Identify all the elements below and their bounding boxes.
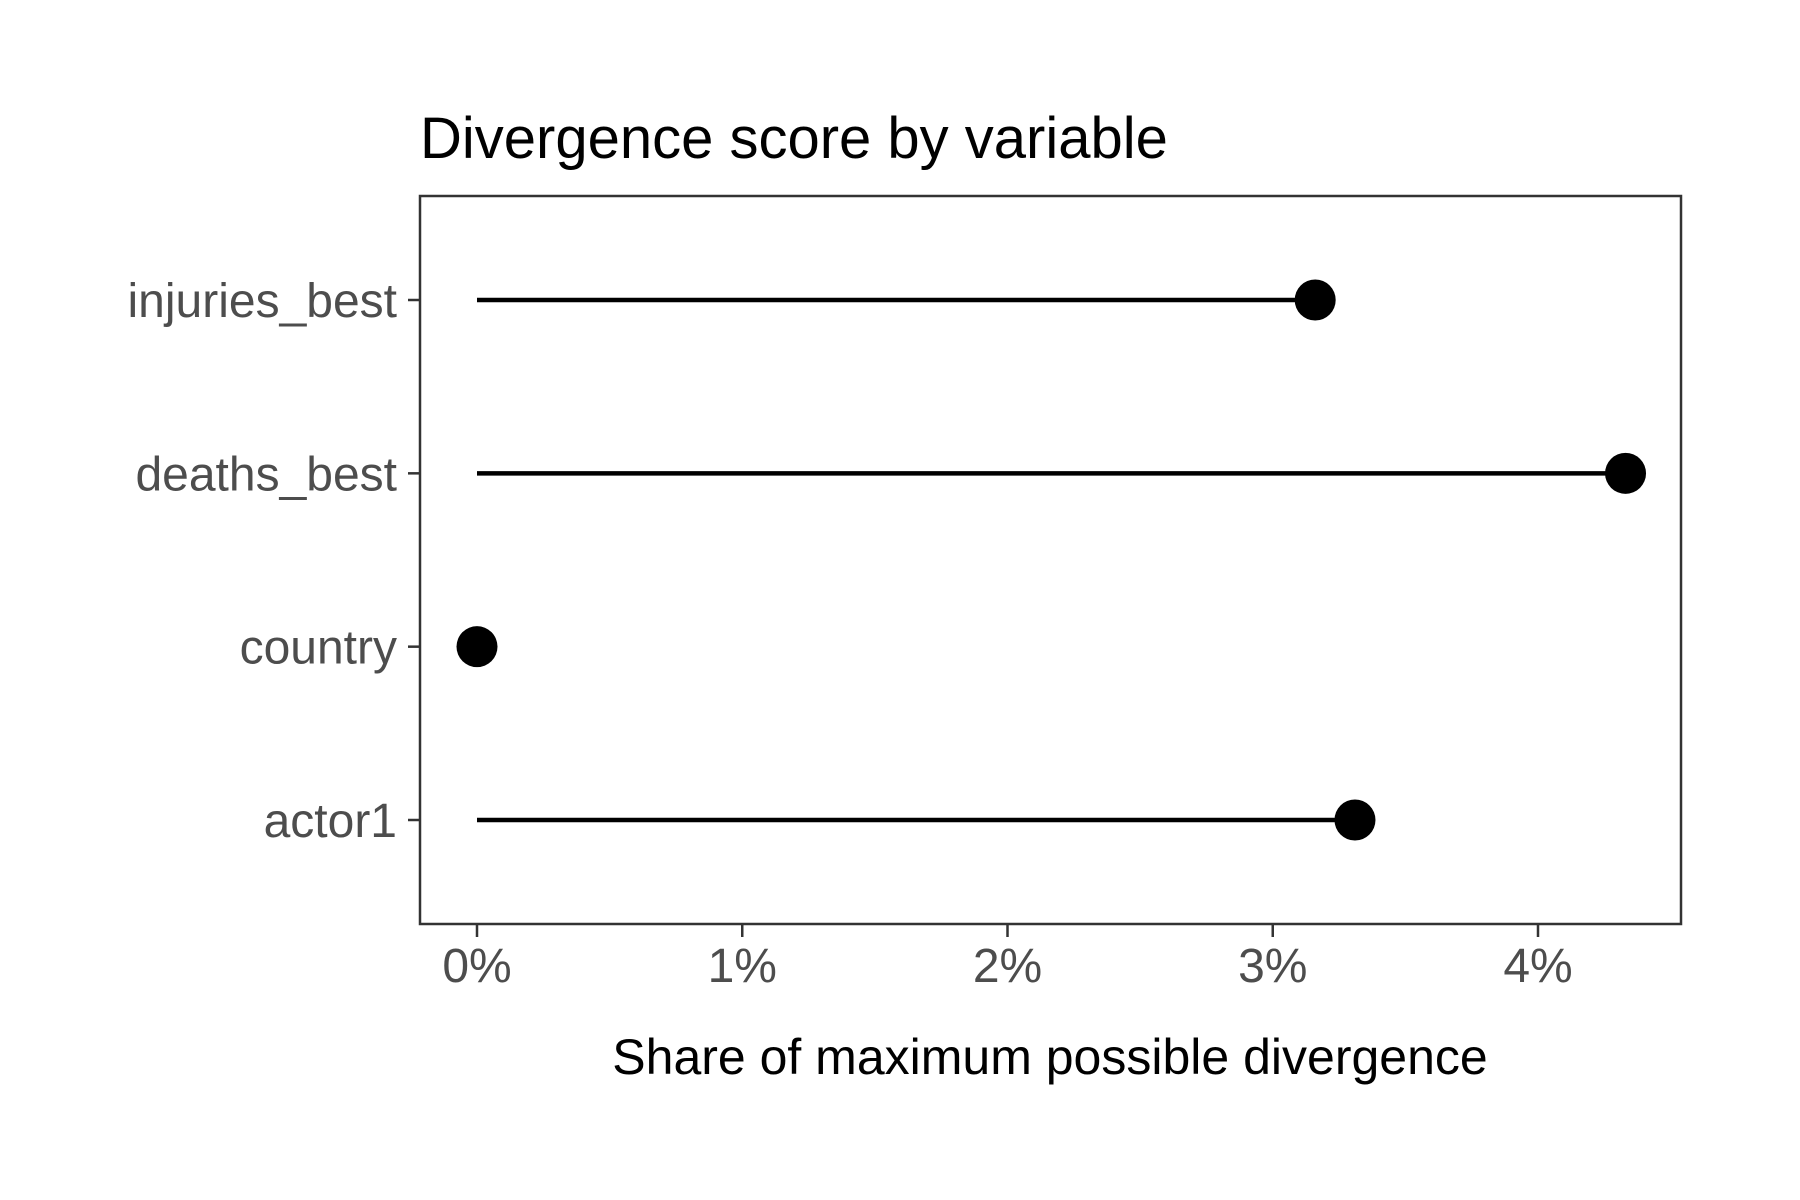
y-axis-label: injuries_best (128, 275, 397, 328)
lollipop-point (456, 626, 498, 668)
x-tick-label: 2% (973, 940, 1042, 993)
panel-group: 0% 1% 2% 3% 4% injuries_best deaths_bestcountr… (128, 194, 1683, 993)
lollipop-point (1294, 279, 1336, 321)
panel-border (418, 194, 1683, 926)
x-tick-label: 3% (1238, 940, 1307, 993)
x-tick-label: 4% (1503, 940, 1572, 993)
y-axis-label: deaths_best (135, 448, 397, 501)
y-axis-label: country (240, 622, 397, 675)
chart-title: Divergence score by variable (420, 106, 1168, 171)
x-axis-title: Share of maximum possible divergence (612, 1029, 1487, 1085)
y-axis-label: actor1 (264, 795, 397, 848)
x-tick-label: 0% (442, 940, 511, 993)
lollipop-point (1334, 799, 1376, 841)
lollipop-point (1605, 452, 1647, 494)
x-tick-label: 1% (708, 940, 777, 993)
